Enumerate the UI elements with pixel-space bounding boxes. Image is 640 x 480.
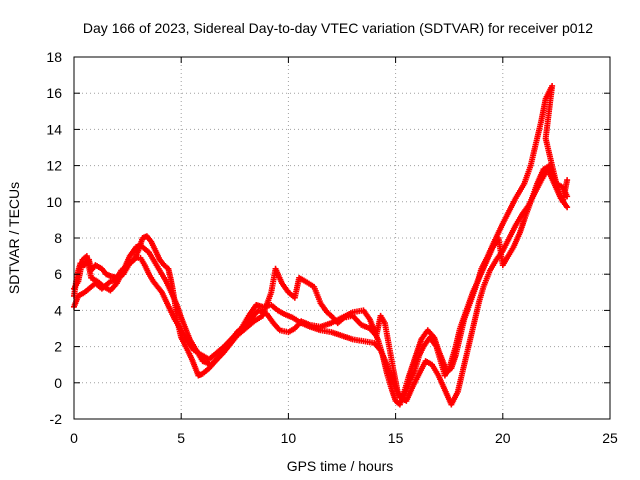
y-axis-label: SDTVAR / TECUs	[6, 182, 22, 294]
x-tick-label: 5	[177, 430, 185, 446]
x-tick-labels: 0 5 10 15 20 25	[70, 430, 618, 446]
grid-lines	[74, 57, 610, 419]
y-tick-label: 16	[46, 85, 62, 101]
data-point	[564, 204, 571, 211]
y-tick-labels: -2 0 2 4 6 8 10 12 14 16 18	[46, 49, 62, 427]
x-tick-label: 15	[388, 430, 404, 446]
y-tick-label: 8	[54, 230, 62, 246]
x-tick-label: 20	[495, 430, 511, 446]
series-3	[71, 162, 571, 403]
y-tick-label: 10	[46, 194, 62, 210]
axis-ticks	[73, 56, 611, 420]
x-axis-label: GPS time / hours	[287, 458, 394, 474]
x-tick-label: 0	[70, 430, 78, 446]
y-tick-label: 14	[46, 121, 62, 137]
y-tick-label: 2	[54, 339, 62, 355]
y-tick-label: 4	[54, 302, 62, 318]
y-tick-label: 18	[46, 49, 62, 65]
y-tick-label: -2	[50, 411, 63, 427]
x-tick-label: 25	[602, 430, 618, 446]
y-tick-label: 12	[46, 158, 62, 174]
data-point	[564, 177, 571, 184]
chart-title: Day 166 of 2023, Sidereal Day-to-day VTE…	[83, 20, 593, 36]
series-2	[71, 166, 571, 408]
y-tick-label: 6	[54, 266, 62, 282]
data-point	[564, 193, 571, 200]
data-points	[71, 82, 571, 408]
y-tick-label: 0	[54, 375, 62, 391]
x-tick-label: 10	[281, 430, 297, 446]
